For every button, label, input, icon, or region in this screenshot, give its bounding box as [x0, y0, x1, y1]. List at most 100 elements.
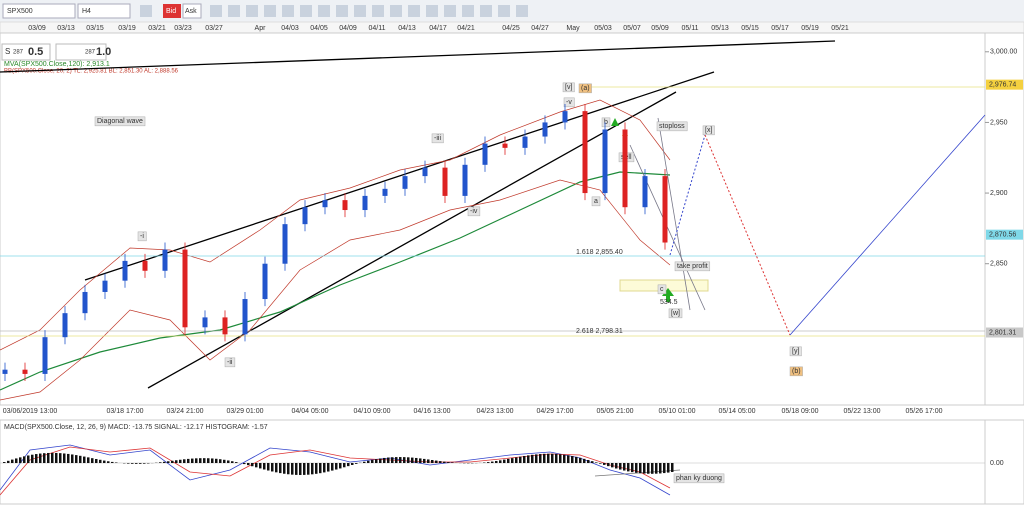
- macd-histogram-bar: [139, 463, 142, 464]
- bottom-date: 03/24 21:00: [167, 408, 204, 415]
- macd-histogram-bar: [419, 458, 422, 463]
- candle: [543, 122, 548, 136]
- top-date: 04/25: [502, 25, 520, 32]
- macd-histogram-bar: [115, 462, 118, 463]
- macd-histogram-bar: [619, 463, 622, 470]
- macd-histogram-bar: [235, 462, 238, 463]
- label: take profit: [677, 263, 708, 270]
- macd-histogram-bar: [515, 457, 518, 463]
- macd-histogram-bar: [431, 460, 434, 463]
- label: [y]: [792, 348, 799, 355]
- bottom-date: 05/14 05:00: [719, 408, 756, 415]
- macd-histogram-bar: [23, 456, 26, 463]
- macd-histogram-bar: [599, 463, 602, 464]
- top-date: 03/19: [118, 25, 136, 32]
- price-level-label: 2,870.56: [989, 232, 1016, 239]
- macd-histogram-bar: [15, 458, 18, 463]
- bottom-date: 05/18 09:00: [782, 408, 819, 415]
- candle: [263, 264, 268, 299]
- candle: [3, 370, 8, 374]
- label: -v: [566, 99, 572, 106]
- macd-histogram-bar: [327, 463, 330, 472]
- top-date: 05/11: [682, 25, 699, 32]
- macd-histogram-bar: [291, 463, 294, 475]
- candle: [363, 196, 368, 210]
- bottom-date: 03/18 17:00: [107, 408, 144, 415]
- candle: [443, 168, 448, 196]
- macd-histogram-bar: [383, 458, 386, 463]
- macd-histogram-bar: [135, 463, 138, 464]
- macd-histogram-bar: [35, 454, 38, 463]
- macd-histogram-bar: [255, 463, 258, 467]
- candle: [343, 200, 348, 210]
- macd-histogram-bar: [95, 459, 98, 463]
- macd-histogram-bar: [435, 461, 438, 463]
- macd-histogram-bar: [27, 455, 30, 463]
- label: 2.618 2,798.31: [576, 328, 623, 335]
- candle: [503, 144, 508, 148]
- macd-histogram-bar: [319, 463, 322, 473]
- top-date: May: [566, 25, 580, 32]
- macd-histogram-bar: [79, 456, 82, 463]
- top-date: 04/03: [281, 25, 299, 32]
- top-date: 03/27: [205, 25, 223, 32]
- candle: [43, 337, 48, 374]
- macd-histogram-bar: [323, 463, 326, 472]
- macd-histogram-bar: [627, 463, 630, 471]
- macd-histogram-bar: [635, 463, 638, 473]
- candle: [183, 250, 188, 328]
- macd-histogram-bar: [491, 462, 494, 463]
- candle: [83, 292, 88, 313]
- macd-histogram-bar: [195, 458, 198, 463]
- bottom-date: 05/05 21:00: [597, 408, 634, 415]
- candle: [163, 250, 168, 271]
- macd-histogram-bar: [339, 463, 342, 468]
- macd-histogram-bar: [411, 458, 414, 463]
- candle: [143, 261, 148, 271]
- macd-histogram-bar: [651, 463, 654, 474]
- candle: [403, 176, 408, 189]
- macd-histogram-bar: [371, 460, 374, 463]
- top-date: Apr: [255, 25, 267, 32]
- candle: [603, 129, 608, 193]
- timeframe: H4: [82, 8, 91, 15]
- macd-histogram-bar: [647, 463, 650, 474]
- macd-histogram-bar: [111, 462, 114, 463]
- top-date: 03/09: [28, 25, 46, 32]
- macd-histogram-bar: [351, 463, 354, 465]
- macd-histogram-bar: [595, 462, 598, 463]
- ask: Ask: [185, 8, 197, 15]
- macd-histogram-bar: [555, 454, 558, 463]
- macd-histogram-bar: [611, 463, 614, 467]
- label: -iii: [434, 135, 441, 142]
- macd-histogram-bar: [667, 463, 670, 473]
- mva-label: MVA(SPX500.Close,120): 2,913.1: [4, 61, 110, 68]
- macd-histogram-bar: [199, 458, 202, 463]
- bottom-date: 05/26 17:00: [906, 408, 943, 415]
- top-date: 05/09: [651, 25, 669, 32]
- label: (a): [581, 85, 590, 92]
- bottom-date: 05/10 01:00: [659, 408, 696, 415]
- bottom-date: 04/29 17:00: [537, 408, 574, 415]
- macd-histogram-bar: [131, 463, 134, 464]
- quote-side: S: [5, 47, 10, 56]
- macd-histogram-bar: [367, 461, 370, 463]
- top-date: 05/21: [831, 25, 849, 32]
- macd-histogram-bar: [487, 462, 490, 463]
- macd-histogram-bar: [271, 463, 274, 471]
- macd-histogram-bar: [191, 459, 194, 463]
- candle: [323, 200, 328, 207]
- label: phan ky duong: [676, 475, 722, 482]
- price-tick-label: 2,950: [990, 119, 1008, 126]
- candle: [223, 317, 228, 334]
- macd-histogram-bar: [543, 454, 546, 463]
- top-date: 05/19: [801, 25, 819, 32]
- symbol: SPX500: [7, 8, 33, 15]
- macd-histogram-bar: [343, 463, 346, 467]
- bottom-date: 05/22 13:00: [844, 408, 881, 415]
- label: 534.5: [660, 299, 678, 306]
- label: stoploss: [659, 123, 685, 130]
- sell-small: 0.5: [28, 46, 43, 58]
- price-tick-label: 2,900: [990, 190, 1008, 197]
